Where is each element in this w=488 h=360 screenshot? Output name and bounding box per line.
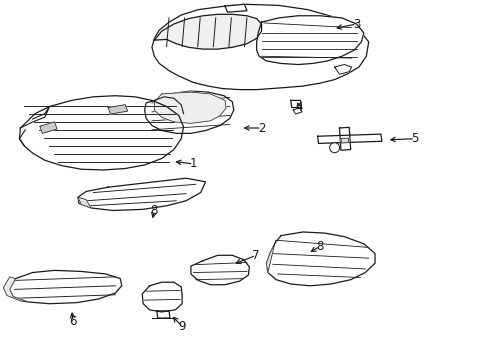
Polygon shape (266, 240, 276, 273)
Polygon shape (144, 91, 233, 134)
Text: 3: 3 (352, 18, 360, 31)
Polygon shape (266, 232, 374, 286)
Text: 1: 1 (189, 157, 197, 170)
Text: 9: 9 (178, 320, 185, 333)
Text: 4: 4 (295, 101, 302, 114)
Polygon shape (20, 96, 183, 170)
Text: 2: 2 (257, 122, 265, 135)
Polygon shape (157, 311, 170, 318)
Polygon shape (224, 4, 246, 12)
Polygon shape (190, 255, 249, 285)
Text: 5: 5 (410, 132, 418, 145)
Text: 6: 6 (69, 315, 77, 328)
Polygon shape (78, 197, 91, 208)
Polygon shape (154, 92, 225, 123)
Polygon shape (339, 127, 350, 150)
Polygon shape (317, 134, 381, 143)
Polygon shape (154, 14, 261, 49)
Text: 8: 8 (150, 204, 158, 217)
Polygon shape (108, 105, 127, 114)
Polygon shape (340, 138, 348, 143)
Polygon shape (40, 122, 57, 134)
Polygon shape (290, 100, 301, 108)
Circle shape (329, 143, 339, 153)
Text: 7: 7 (252, 249, 260, 262)
Polygon shape (3, 277, 28, 302)
Polygon shape (293, 108, 302, 114)
Polygon shape (256, 16, 363, 64)
Polygon shape (334, 64, 351, 74)
Polygon shape (142, 282, 182, 312)
Polygon shape (152, 4, 368, 90)
Text: 8: 8 (316, 240, 323, 253)
Polygon shape (78, 178, 205, 211)
Polygon shape (10, 270, 122, 304)
